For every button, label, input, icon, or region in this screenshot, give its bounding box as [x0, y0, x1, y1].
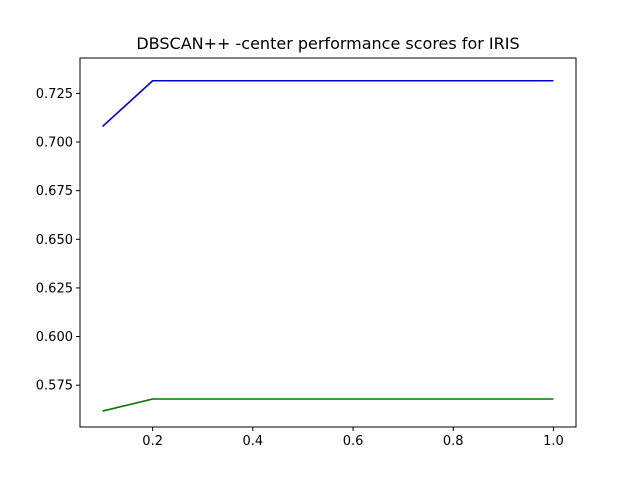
- x-tick-label: 0.2: [142, 434, 163, 449]
- axis-ticks: 0.2 0.4 0.6 0.8 1.0 0.575 0.600 0.625 0.650 0.675…: [36, 87, 564, 449]
- series-line-2: [102, 398, 554, 412]
- x-tick-label: 0.4: [243, 434, 264, 449]
- y-tick-label: 0.600: [36, 330, 73, 345]
- plot-area: [102, 79, 554, 412]
- y-tick-label: 0.725: [36, 87, 73, 102]
- x-tick-label: 1.0: [543, 434, 564, 449]
- y-tick-label: 0.650: [36, 233, 73, 248]
- y-tick-label: 0.675: [36, 184, 73, 199]
- x-tick-label: 0.8: [443, 434, 464, 449]
- series-line-1: [102, 79, 554, 128]
- y-tick-label: 0.700: [36, 136, 73, 151]
- y-tick-label: 0.575: [36, 379, 73, 394]
- x-tick-label: 0.6: [343, 434, 364, 449]
- chart-title: DBSCAN++ -center performance scores for …: [136, 34, 519, 53]
- y-tick-label: 0.625: [36, 281, 73, 296]
- axes-frame: [79, 57, 577, 428]
